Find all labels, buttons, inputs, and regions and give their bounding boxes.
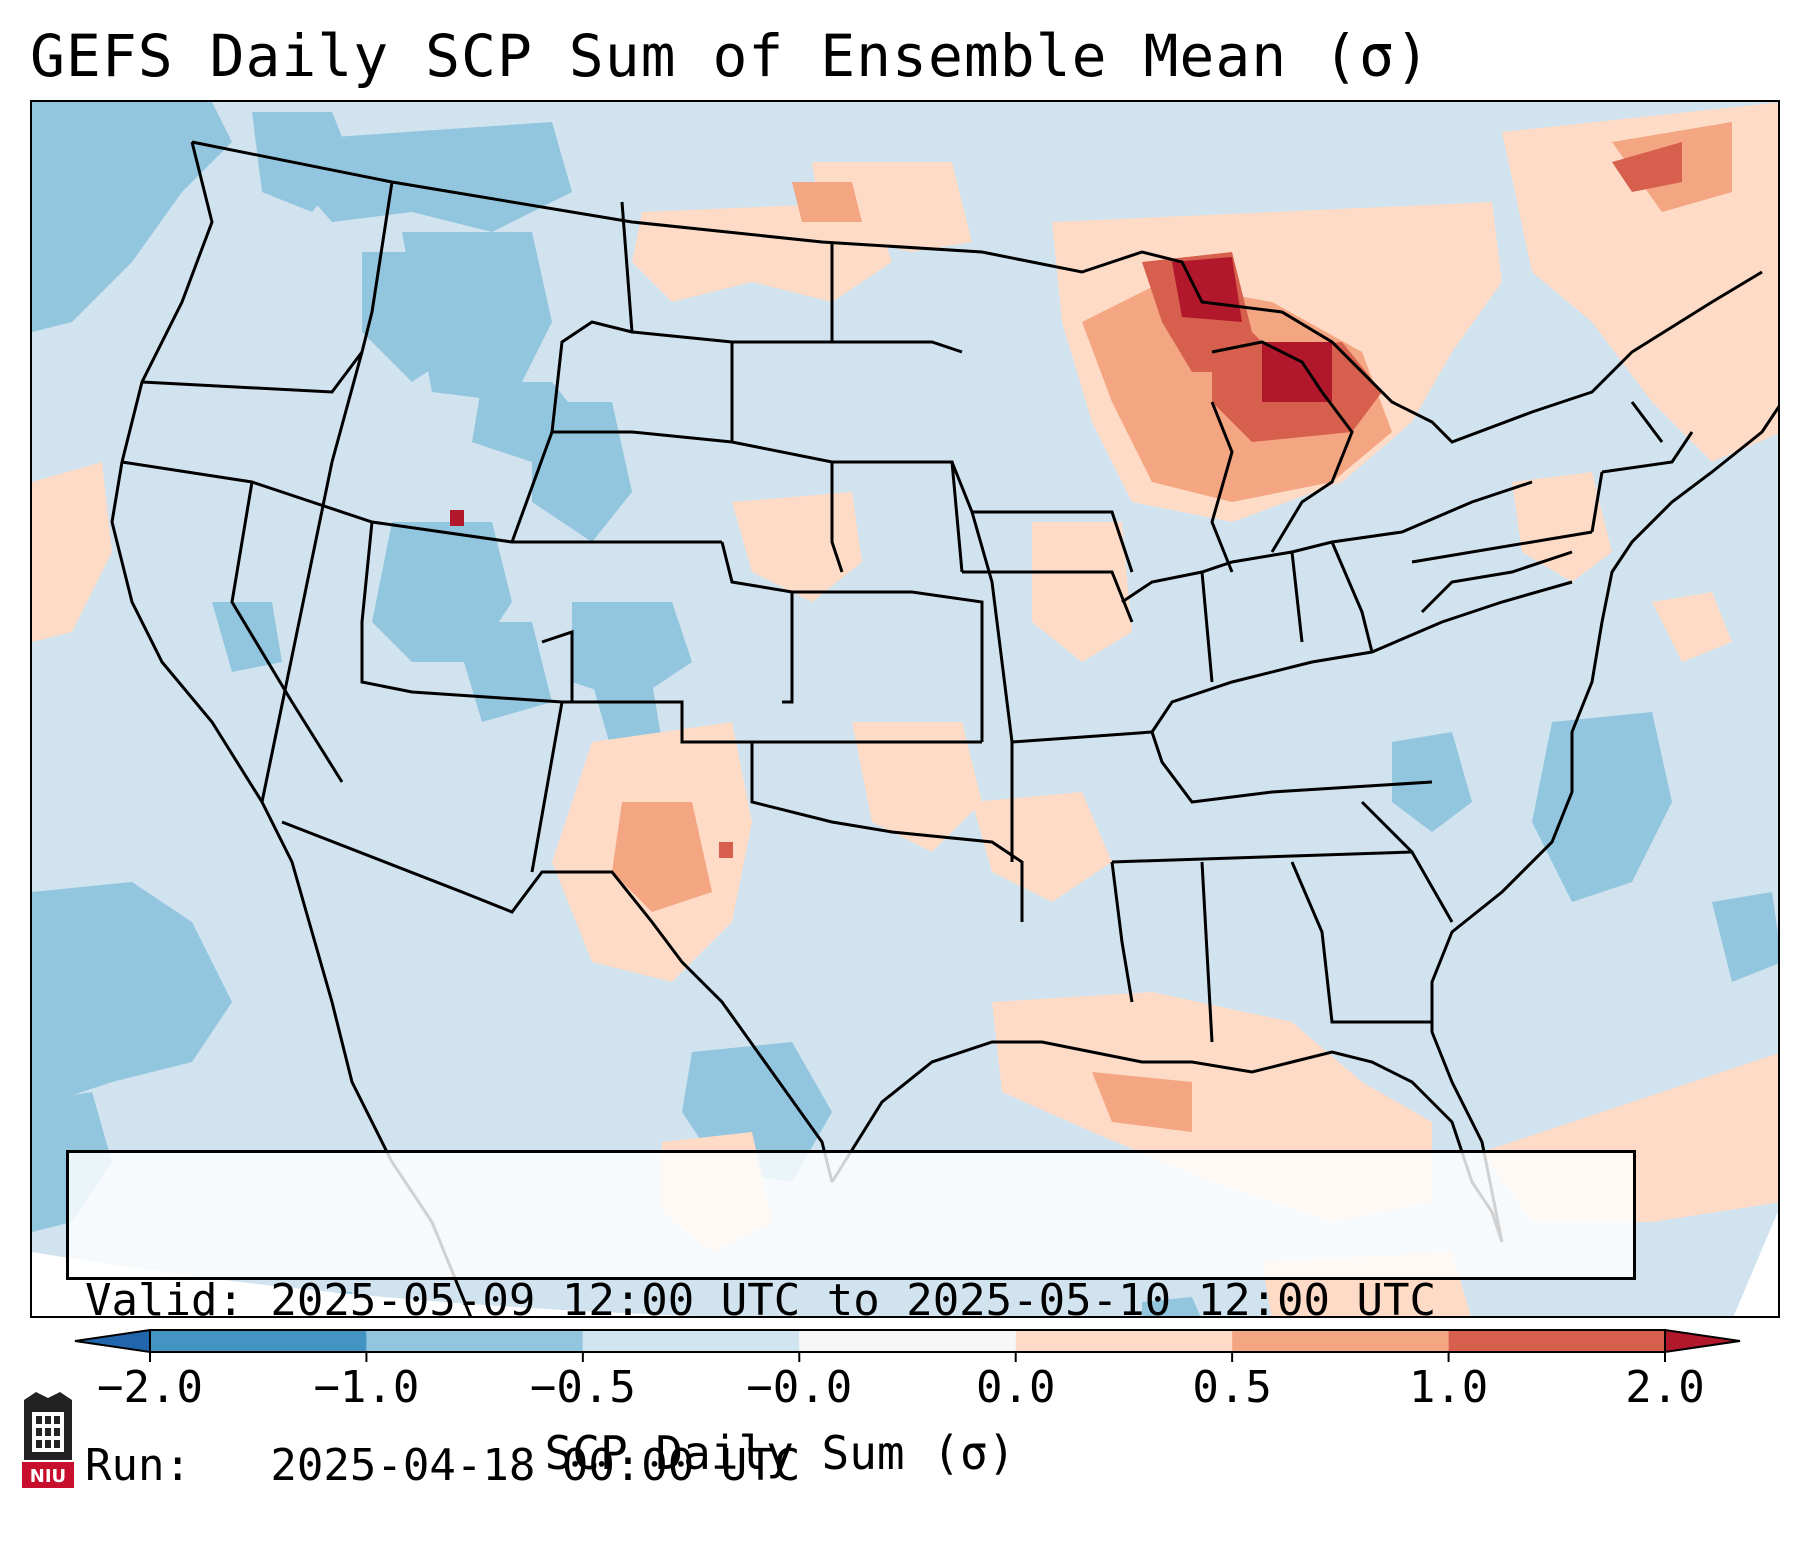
colorbar-tick-label: 1.0 — [1408, 1362, 1489, 1413]
colorbar-tick-label: 0.0 — [975, 1362, 1056, 1413]
colorbar-bin — [582, 1330, 800, 1352]
colorbar-tick-label: −2.0 — [97, 1362, 203, 1413]
colorbar-tick-label: 0.5 — [1192, 1362, 1272, 1413]
colorbar-tick-label: −0.0 — [746, 1362, 853, 1413]
page-title: GEFS Daily SCP Sum of Ensemble Mean (σ) — [30, 22, 1431, 90]
run-line: Run: 2025-04-18 00:00 UTC — [85, 1440, 801, 1491]
svg-text:NIU: NIU — [30, 1466, 66, 1487]
state-boundaries — [110, 140, 1778, 1316]
map-panel — [30, 100, 1780, 1318]
colorbar-bin — [799, 1330, 1016, 1352]
colorbar-tick-label: −1.0 — [313, 1362, 420, 1413]
colorbar-under-arrow — [74, 1328, 151, 1354]
colorbar-tick-label: 2.0 — [1625, 1362, 1705, 1413]
valid-line: Valid: 2025-05-09 12:00 UTC to 2025-05-1… — [85, 1275, 1437, 1326]
colorbar-bin — [366, 1330, 583, 1352]
colorbar-tick-label: −0.5 — [529, 1362, 636, 1413]
colorbar-bin — [1015, 1330, 1233, 1352]
colorbar-bin — [150, 1330, 367, 1352]
niu-logo: NIU — [18, 1390, 78, 1494]
anomaly-field — [32, 102, 1778, 1316]
colorbar — [74, 1328, 1741, 1362]
colorbar-over-arrow — [1664, 1328, 1741, 1354]
colorbar-bin — [1448, 1330, 1665, 1352]
colorbar-label: SCP Daily Sum (σ) — [544, 1426, 1016, 1480]
scp-map — [32, 102, 1778, 1316]
colorbar-bin — [1232, 1330, 1449, 1352]
valid-time-box: Valid: 2025-05-09 12:00 UTC to 2025-05-1… — [66, 1150, 1636, 1491]
